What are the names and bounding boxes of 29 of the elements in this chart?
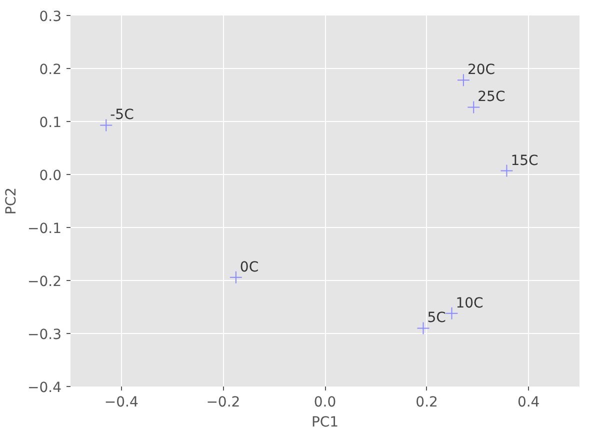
y-tick-label: −0.2 [28, 274, 62, 290]
point [100, 118, 113, 132]
x-axis-title: PC1 [311, 414, 339, 430]
point [445, 306, 458, 320]
annotation: 25C [478, 89, 506, 106]
point [467, 100, 480, 114]
y-tick-label: 0.2 [39, 62, 62, 78]
y-tick-label: 0.3 [39, 9, 62, 25]
annotation: 15C [510, 152, 539, 169]
x-tick-label: −0.2 [206, 394, 240, 410]
y-tick-label: −0.3 [28, 327, 62, 343]
annotation: -5C [110, 107, 134, 124]
point [416, 322, 430, 335]
y-tick-label: 0.0 [39, 168, 62, 184]
y-axis-title: PC2 [4, 187, 20, 215]
y-tick-label: −0.1 [28, 221, 62, 237]
x-tick-label: 0.4 [517, 394, 540, 410]
y-tick-label: −0.4 [28, 380, 62, 396]
y-tick-label: 0.1 [39, 115, 62, 131]
annotation: 5C [427, 310, 446, 326]
x-tick-label: −0.4 [104, 394, 138, 410]
annotation: 10C [456, 295, 484, 312]
x-tick-label: 0.2 [416, 394, 438, 410]
point [500, 164, 514, 178]
annotation: 20C [467, 62, 496, 78]
point [456, 74, 470, 87]
point [229, 270, 242, 284]
x-tick-label: 0.0 [314, 394, 336, 410]
annotation: 0C [240, 259, 259, 276]
